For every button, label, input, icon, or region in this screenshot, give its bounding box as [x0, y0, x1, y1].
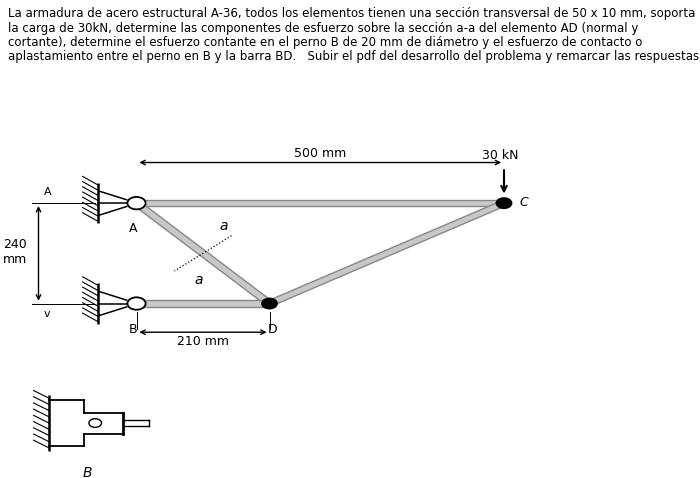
Text: 210 mm: 210 mm: [177, 335, 229, 348]
Polygon shape: [267, 201, 506, 306]
Text: v: v: [44, 309, 50, 319]
Text: mm: mm: [3, 252, 27, 266]
Polygon shape: [136, 200, 504, 206]
Text: aplastamiento entre el perno en B y la barra BD.   Subir el pdf del desarrollo d: aplastamiento entre el perno en B y la b…: [8, 50, 700, 63]
Text: D: D: [268, 323, 278, 336]
Polygon shape: [134, 201, 272, 305]
Circle shape: [127, 297, 146, 310]
Text: 240: 240: [4, 238, 27, 251]
Text: B: B: [129, 323, 137, 336]
Polygon shape: [136, 300, 270, 307]
Text: A: A: [129, 222, 137, 235]
Text: cortante), determine el esfuerzo contante en el perno B de 20 mm de diámetro y e: cortante), determine el esfuerzo contant…: [8, 36, 643, 49]
Text: C: C: [519, 196, 528, 209]
Text: La armadura de acero estructural A-36, todos los elementos tienen una sección tr: La armadura de acero estructural A-36, t…: [8, 7, 696, 20]
Text: A: A: [44, 187, 52, 197]
Text: a: a: [194, 273, 202, 287]
Text: 500 mm: 500 mm: [294, 147, 346, 160]
Circle shape: [89, 419, 102, 427]
Circle shape: [496, 198, 512, 208]
Text: B: B: [83, 466, 92, 478]
Text: a: a: [220, 219, 228, 233]
Text: 30 kN: 30 kN: [482, 149, 519, 162]
Circle shape: [127, 197, 146, 209]
Circle shape: [262, 298, 277, 309]
Text: la carga de 30kN, determine las componentes de esfuerzo sobre la sección a-a del: la carga de 30kN, determine las componen…: [8, 22, 639, 34]
